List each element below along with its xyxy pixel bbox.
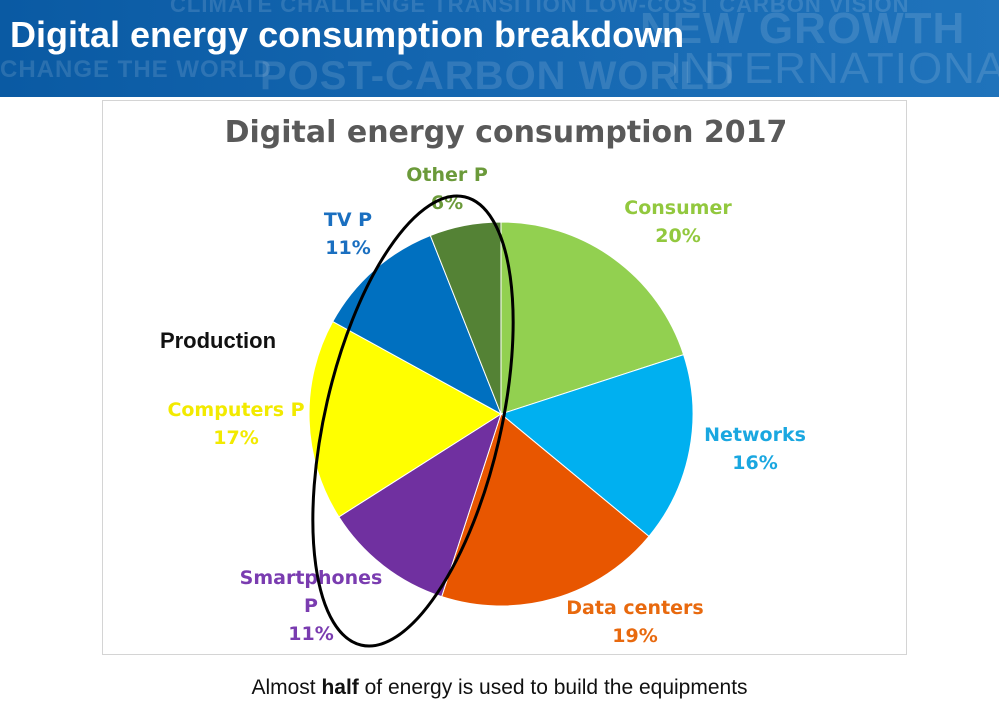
slide-caption: Almost half of energy is used to build t… xyxy=(0,676,999,700)
chart-frame: Digital energy consumption 2017 Consumer… xyxy=(102,100,907,655)
banner-watermark: CLIMATE CHALLENGE TRANSITION LOW-COST CA… xyxy=(170,0,910,17)
pie-slice-tv-p xyxy=(332,234,502,416)
pie-slice-smartphones-p xyxy=(338,412,502,598)
slice-value-label: 11% xyxy=(325,237,370,259)
chart-title: Digital energy consumption 2017 xyxy=(225,115,788,150)
slice-value-label: 11% xyxy=(288,623,333,645)
pie-slices xyxy=(308,221,694,607)
pie-slice-consumer xyxy=(500,221,685,415)
banner-watermark: NEW GROWTH xyxy=(640,4,966,53)
slice-value-label: 19% xyxy=(612,625,657,647)
slice-labels: Consumer 20% Networks 16% Data centers 19% Sma… xyxy=(167,164,805,647)
slice-category-label: TV P xyxy=(324,209,372,231)
title-banner: CLIMATE CHALLENGE TRANSITION LOW-COST CA… xyxy=(0,0,999,97)
production-highlight-ellipse xyxy=(311,194,515,648)
caption-text-start: Almost xyxy=(251,676,322,699)
banner-watermark: POST-CARBON WORLD xyxy=(260,54,735,97)
banner-watermark: INTERNATIONAL xyxy=(670,44,999,93)
banner-watermark: CHANGE THE WORLD xyxy=(0,56,272,83)
pie-slice-networks xyxy=(499,354,694,538)
pie-slice-computers-p xyxy=(308,320,502,518)
slice-category-label: Computers P xyxy=(167,399,304,421)
slice-category-label: Consumer xyxy=(624,197,732,219)
slice-value-label: 20% xyxy=(655,225,700,247)
slide-title: Digital energy consumption breakdown xyxy=(10,14,685,55)
slice-category-label: Data centers xyxy=(566,597,703,619)
pie-slice-other-p xyxy=(429,221,502,415)
caption-text-end: of energy is used to build the equipment… xyxy=(358,676,748,699)
slice-category-label: Smartphones xyxy=(240,567,383,589)
production-annotation: Production xyxy=(160,328,276,353)
slice-category-label: Networks xyxy=(704,424,806,446)
slice-value-label: 17% xyxy=(213,427,258,449)
pie-chart: Digital energy consumption 2017 Consumer… xyxy=(160,115,806,648)
slice-category-label: Other P xyxy=(406,164,488,186)
slice-value-label: 16% xyxy=(732,452,777,474)
slice-category-label: P xyxy=(304,595,318,617)
caption-emphasis: half xyxy=(321,676,359,699)
